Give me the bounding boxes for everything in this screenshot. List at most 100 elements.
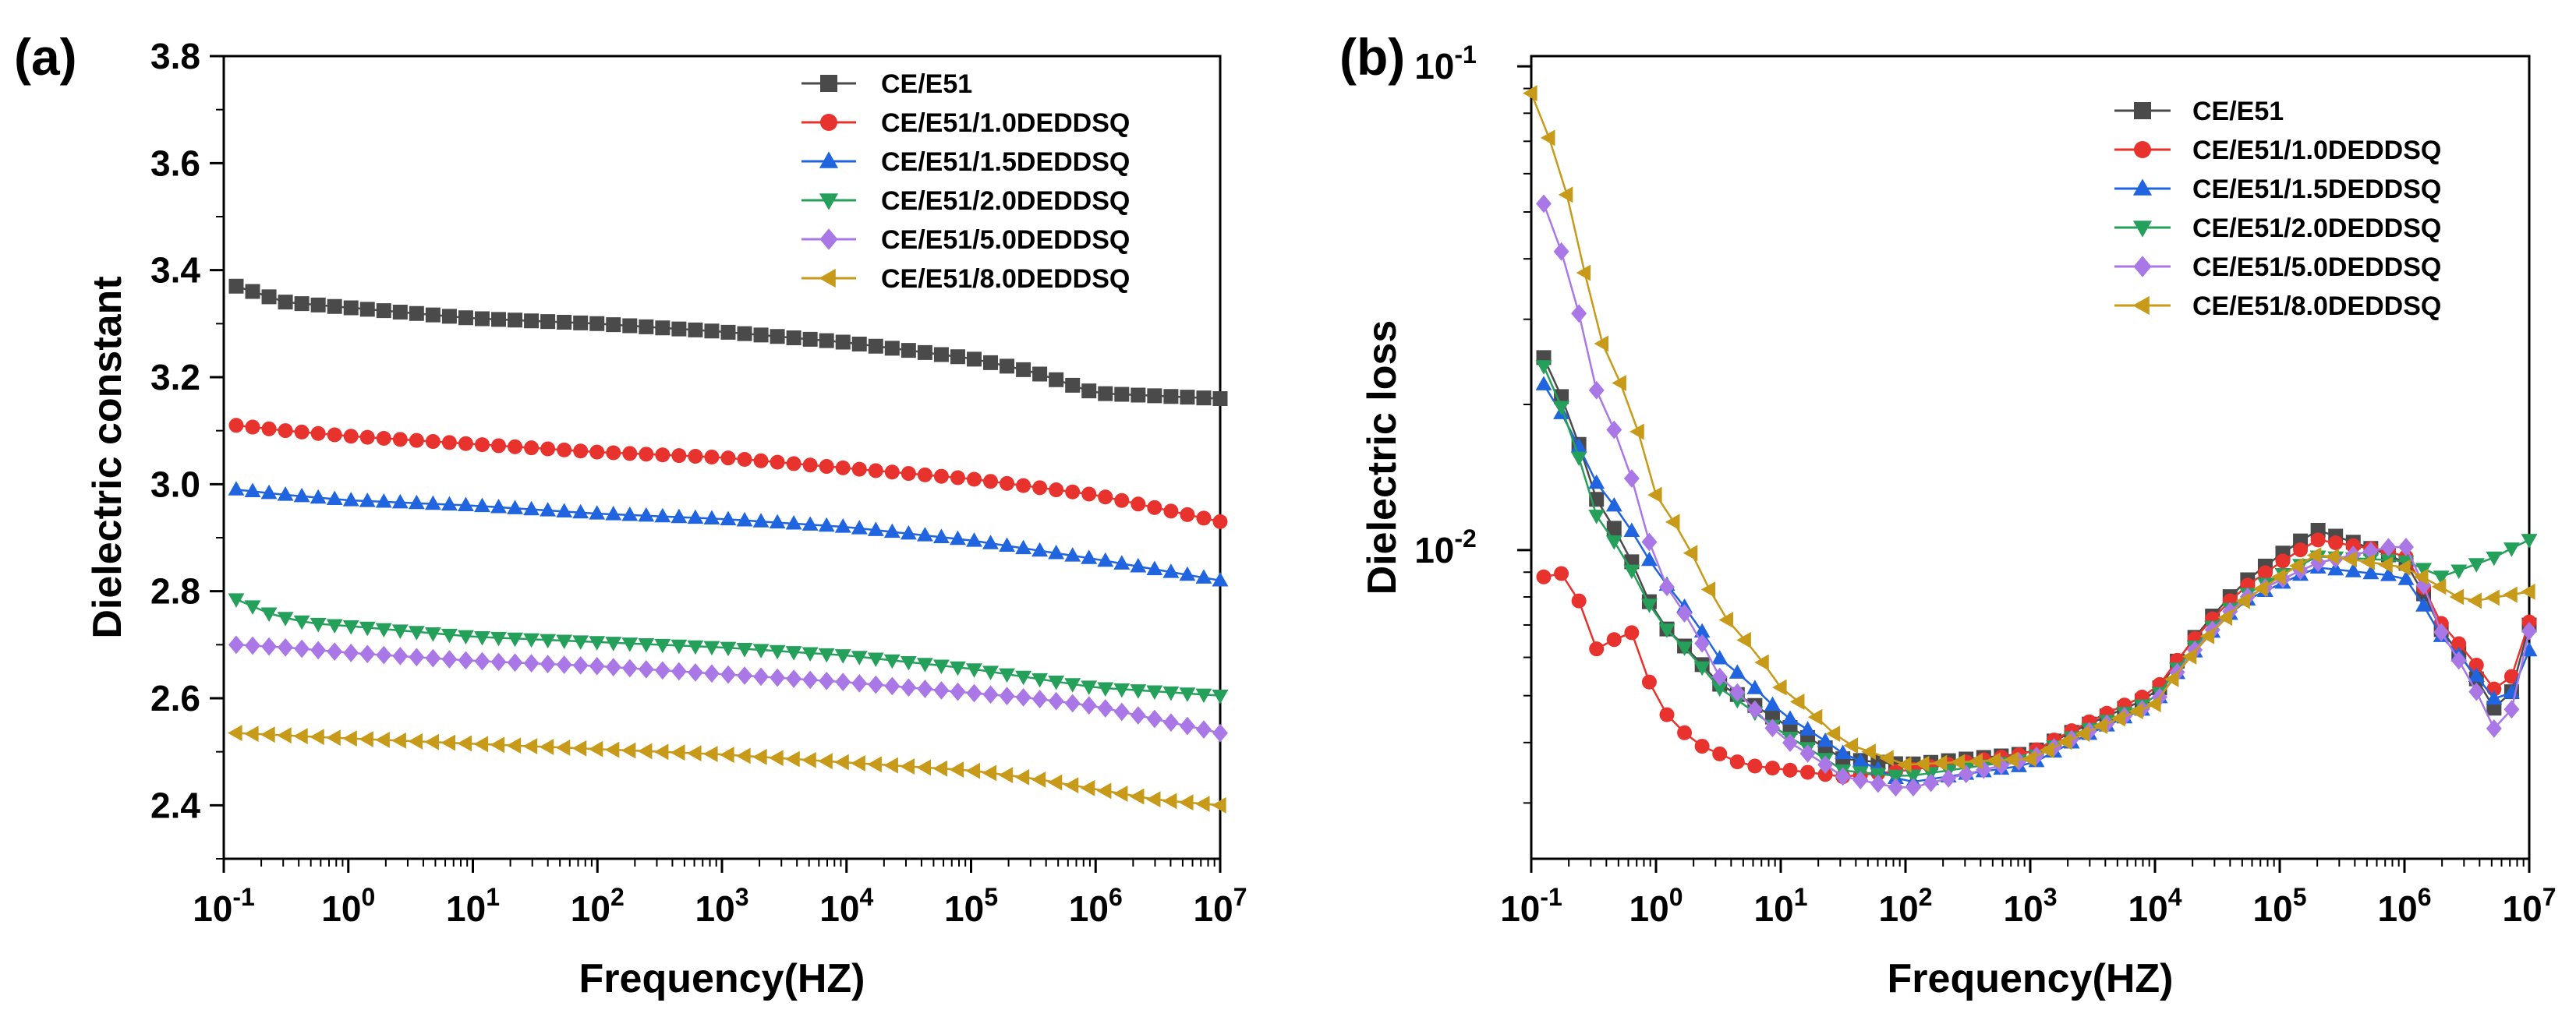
data-point [2039,742,2054,759]
data-point [228,278,244,294]
data-point [458,310,473,326]
data-point [1729,683,1746,702]
data-point [2521,621,2537,641]
x-tick-label: 10-1 [193,883,255,929]
y-tick-label: 3.8 [150,36,200,76]
panel-a-label: (a) [14,28,77,86]
data-point [786,330,801,346]
data-point [539,739,554,755]
data-point [1641,674,1657,690]
data-point [278,295,293,310]
data-point [1195,720,1212,739]
series-CE/E51 [228,278,1228,406]
data-point [441,309,457,324]
data-point [1098,386,1113,401]
data-point [752,644,770,658]
panel-b-dielectric-loss: (b) 10-1 100 101 102 103 104 105 106 10710-210-1… [1339,28,2556,1001]
data-point [2293,542,2309,558]
data-point [1694,739,1710,754]
data-point [1162,686,1180,701]
data-point [1212,796,1226,814]
data-point [949,761,964,779]
panel-b-data-series [1523,85,2538,797]
data-point [1950,754,1966,771]
data-point [1588,474,1605,489]
data-point [588,740,603,757]
data-point [1764,761,1780,776]
data-point [1048,544,1065,560]
legend-marker [2132,295,2150,316]
data-point [1605,535,1622,550]
data-point [244,600,261,615]
legend-item: CE/E51/8.0DEDDSQ [2114,291,2441,321]
data-point [654,638,671,654]
data-point [523,654,540,673]
data-point [277,612,294,627]
data-point [1923,773,1939,793]
legend-marker [819,193,839,210]
series-CE/E51/8.0DEDDSQ [228,725,1226,814]
legend-item: CE/E51/8.0DEDDSQ [801,264,1130,294]
data-point [392,647,409,666]
data-point [999,537,1016,552]
data-point [686,745,702,762]
data-point [261,637,278,656]
data-point [1677,725,1693,740]
data-point [524,313,540,329]
data-point [982,685,999,704]
data-point [687,509,704,524]
data-point [703,641,720,656]
data-point [867,521,884,536]
data-point [1523,85,1537,102]
data-point [868,675,884,694]
data-point [819,333,834,348]
data-point [621,506,639,521]
data-point [1570,438,1587,453]
x-tick-label: 104 [819,883,873,929]
data-point [573,443,589,459]
data-point [1031,771,1046,788]
data-point [932,760,948,777]
legend-label: CE/E51 [2192,97,2284,126]
data-point [834,754,849,771]
data-point [671,662,687,681]
legend-marker [820,114,837,131]
data-point [458,651,474,670]
panel-a-legend: CE/E51 CE/E51/1.0DEDDSQ CE/E51/1.5DEDDSQ CE… [801,69,1130,294]
data-point [506,737,522,754]
data-point [1843,737,1859,754]
data-point [1711,682,1729,697]
data-point [228,593,245,608]
legend-marker [2134,102,2151,119]
panel-a-axes-ticks: 10-1 100 101 102 103 104 105 106 107 2.4 2.6 2.8 3.0… [150,36,1247,929]
data-point [1063,777,1079,794]
legend-marker [2132,178,2153,196]
data-point [278,637,294,657]
x-tick-label: 101 [1754,883,1808,929]
data-point [1718,612,1734,628]
legend-item: CE/E51 [2114,97,2284,126]
series-CE/E51/5.0DEDDSQ [228,635,1228,743]
data-point [310,729,324,746]
legend-item: CE/E51/5.0DEDDSQ [2114,252,2441,282]
data-point [835,460,851,475]
data-point [1782,762,1798,778]
data-point [916,658,933,673]
data-point [604,741,620,758]
data-point [1694,634,1711,653]
data-point [1693,623,1711,638]
data-point [1130,706,1146,725]
data-point [425,434,441,450]
data-point [1861,743,1876,761]
data-point [1700,581,1716,598]
data-point [2253,580,2268,597]
data-point [688,322,703,337]
legend-marker [819,228,838,250]
data-point [375,623,392,638]
data-point [1659,577,1675,597]
data-point [1048,676,1065,690]
data-point [1180,507,1195,522]
data-point [1606,632,1622,648]
data-point [1799,743,1816,763]
